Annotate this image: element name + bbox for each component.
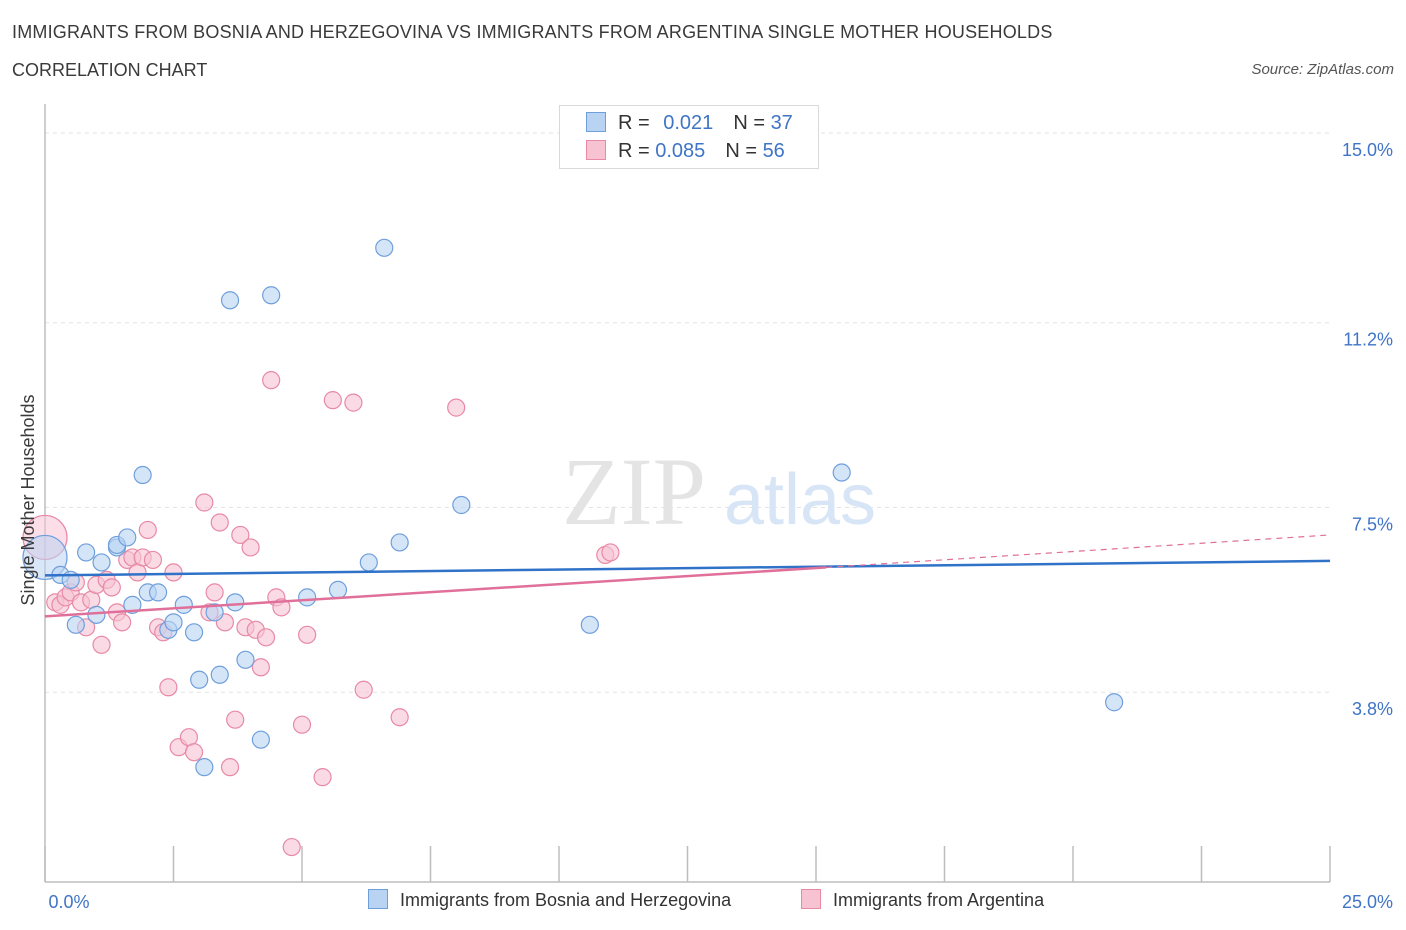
bosnia-point <box>220 291 240 310</box>
legend-r-value: 0.021 <box>663 112 714 134</box>
legend-n-label: N = <box>725 140 763 162</box>
argentina-point <box>354 680 373 699</box>
argentina-point <box>256 628 276 647</box>
argentina-point <box>220 758 240 777</box>
bosnia-point <box>328 580 348 599</box>
argentina-point <box>138 520 157 540</box>
watermark: ZIP atlas <box>562 438 876 545</box>
bosnia-point <box>580 615 599 634</box>
bosnia-point <box>87 605 106 624</box>
y-tick-label: 3.8% <box>1352 699 1393 719</box>
bosnia-point <box>190 670 209 689</box>
bosnia-point <box>298 588 317 607</box>
bosnia-point <box>133 465 152 485</box>
argentina-point <box>262 371 281 390</box>
bosnia-point <box>1105 693 1124 712</box>
legend-row-argentina: R = 0.085 N = 56 <box>586 140 785 164</box>
bosnia-point <box>210 665 229 684</box>
bosnia-point <box>184 623 204 642</box>
legend-n-value: 37 <box>770 112 793 134</box>
bosnia-point <box>205 603 224 622</box>
argentina-point <box>323 391 342 410</box>
trend-line-bosnia <box>44 559 1331 577</box>
bosnia-point <box>92 553 111 572</box>
argentina-point <box>112 613 132 632</box>
y-tick-label: 15.0% <box>1342 140 1393 160</box>
argentina-point <box>231 525 250 545</box>
legend-swatch-blue <box>368 889 388 909</box>
argentina-point <box>143 550 163 570</box>
trend-lines <box>44 534 1331 618</box>
axes <box>44 104 1331 883</box>
bosnia-point <box>195 758 214 777</box>
argentina-point <box>195 493 214 512</box>
bosnia-point <box>66 615 85 634</box>
argentina-point <box>298 625 317 644</box>
bosnia-point <box>262 286 281 305</box>
bosnia-point <box>118 528 137 547</box>
bosnia-point <box>148 583 168 602</box>
tick-labels: 3.8% 7.5% 11.2% 15.0% 0.0% 25.0% <box>48 140 1393 912</box>
argentina-point <box>601 543 620 562</box>
argentina-point <box>344 393 363 412</box>
argentina-point <box>102 578 121 597</box>
y-axis-label: Single Mother Households <box>18 394 38 605</box>
bosnia-point <box>164 613 183 632</box>
legend-row-bosnia: R = 0.021 N = 37 <box>586 112 793 136</box>
argentina-point <box>241 538 260 557</box>
chart-subtitle: CORRELATION CHART <box>12 60 208 80</box>
argentina-point <box>205 583 224 602</box>
legend-swatch-blue <box>586 112 606 132</box>
argentina-point <box>92 635 111 654</box>
bosnia-point <box>251 730 270 749</box>
legend-r-label: R = <box>618 140 656 162</box>
legend-swatch-pink <box>801 889 821 909</box>
bosnia-point <box>123 595 142 614</box>
watermark-atlas: atlas <box>724 460 876 540</box>
legend-r-label: R = <box>618 112 656 134</box>
trend-line-argentina-extrapolated <box>826 534 1331 569</box>
argentina-point <box>447 398 466 417</box>
bosnia-point <box>226 593 245 612</box>
argentina-point <box>210 513 229 532</box>
y-tick-label: 11.2% <box>1343 330 1393 350</box>
argentina-point <box>282 837 301 857</box>
legend-label-bosnia: Immigrants from Bosnia and Herzegovina <box>400 890 732 910</box>
argentina-point <box>159 678 178 697</box>
bosnia-point <box>77 543 96 562</box>
argentina-point <box>164 563 183 582</box>
argentina-point <box>251 658 270 677</box>
legend-label-argentina: Immigrants from Argentina <box>833 890 1045 910</box>
legend-r-value: 0.085 <box>655 140 706 162</box>
legend-item-bosnia: Immigrants from Bosnia and Herzegovina <box>368 889 731 911</box>
chart-title: IMMIGRANTS FROM BOSNIA AND HERZEGOVINA V… <box>12 22 1053 42</box>
bosnia-point <box>832 463 851 482</box>
argentina-point <box>292 715 312 734</box>
legend-n-value: 56 <box>762 140 785 162</box>
correlation-legend: R = 0.021 N = 37 R = 0.085 N = 56 <box>559 105 819 169</box>
bosnia-point <box>174 595 193 614</box>
legend-n-label: N = <box>733 112 771 134</box>
argentina-point <box>390 708 409 727</box>
legend-swatch-pink <box>586 140 606 160</box>
bosnia-point <box>390 533 409 552</box>
source-label: Source: ZipAtlas.com <box>1251 61 1394 78</box>
bosnia-point <box>359 553 378 572</box>
argentina-point <box>272 598 291 617</box>
bosnia-point <box>452 495 471 515</box>
bosnia-point <box>375 238 394 257</box>
argentina-point <box>184 743 204 762</box>
series-argentina-points <box>22 371 620 857</box>
trend-line-argentina <box>44 566 827 618</box>
x-tick-label-min: 0.0% <box>48 892 89 912</box>
bosnia-point <box>236 650 255 669</box>
legend-item-argentina: Immigrants from Argentina <box>801 889 1044 911</box>
y-tick-label: 7.5% <box>1352 514 1393 534</box>
argentina-point <box>313 768 332 787</box>
x-tick-label-max: 25.0% <box>1342 892 1393 912</box>
argentina-point <box>226 710 245 729</box>
watermark-zip: ZIP <box>562 438 706 545</box>
series-bosnia-points <box>22 238 1124 777</box>
